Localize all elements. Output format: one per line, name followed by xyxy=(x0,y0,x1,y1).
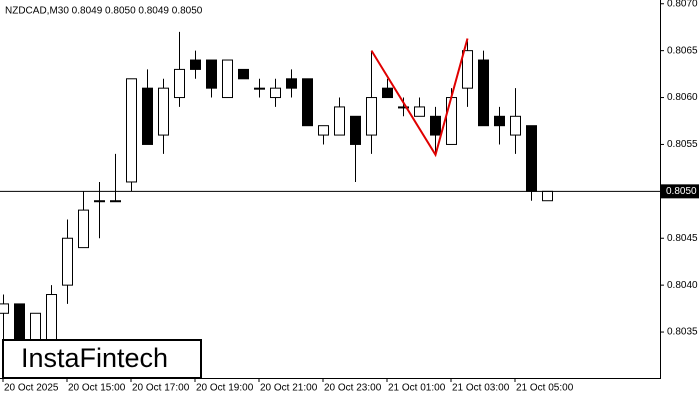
candle-body xyxy=(254,87,265,90)
pattern-line xyxy=(370,38,469,158)
candle-body xyxy=(78,209,89,249)
x-tick-label: 21 Oct 01:00 xyxy=(388,383,446,394)
candle-body xyxy=(398,106,409,109)
candle-body xyxy=(526,125,537,192)
candle-body xyxy=(382,87,393,99)
candle-body xyxy=(222,59,233,99)
candle-body xyxy=(430,115,441,136)
x-tick-label: 20 Oct 17:00 xyxy=(132,383,190,394)
y-tick-label: 0.8040 xyxy=(667,280,698,291)
y-tick-label: 0.8065 xyxy=(667,45,698,56)
x-tick-label: 20 Oct 19:00 xyxy=(196,383,254,394)
candle-body xyxy=(350,115,361,145)
x-tick-label: 21 Oct 05:00 xyxy=(516,383,574,394)
candle-body xyxy=(494,115,505,127)
candle-body xyxy=(126,78,137,183)
y-tick-label: 0.8070 xyxy=(667,0,698,9)
x-tick-label: 20 Oct 15:00 xyxy=(68,383,126,394)
x-tick-label: 20 Oct 23:00 xyxy=(324,383,382,394)
candle-body xyxy=(478,59,489,127)
candle-body xyxy=(158,87,169,136)
candle-body xyxy=(510,115,521,136)
candle-body xyxy=(366,97,377,136)
candle-body xyxy=(286,78,297,89)
x-tick-label: 20 Oct 2025 xyxy=(4,383,59,394)
candle-body xyxy=(462,50,473,89)
last-price-box xyxy=(661,184,699,199)
y-tick-label: 0.8055 xyxy=(667,139,698,150)
x-tick-label: 21 Oct 03:00 xyxy=(452,383,510,394)
last-price-label: 0.8050 xyxy=(666,186,697,197)
candle-body xyxy=(110,200,121,203)
chart-title: NZDCAD,M30 0.8049 0.8050 0.8049 0.8050 xyxy=(5,6,203,17)
candle-body xyxy=(190,59,201,70)
x-tick-label: 20 Oct 21:00 xyxy=(260,383,318,394)
candle-body xyxy=(0,303,9,314)
candle-body xyxy=(270,87,281,99)
candle-body xyxy=(62,237,73,286)
y-tick-label: 0.8035 xyxy=(667,327,698,338)
candle-body xyxy=(142,87,153,145)
candle-body xyxy=(94,200,105,203)
candle-body xyxy=(318,125,329,136)
candle-body xyxy=(46,294,57,342)
candle-body xyxy=(414,106,425,117)
candle-body xyxy=(174,68,185,99)
candle-body xyxy=(206,59,217,89)
candle-body xyxy=(542,190,553,202)
candle-body xyxy=(446,97,457,145)
y-tick-label: 0.8060 xyxy=(667,92,698,103)
candle-body xyxy=(238,68,249,80)
watermark: InstaFintech xyxy=(21,343,168,373)
candle-body xyxy=(334,106,345,136)
y-tick-label: 0.8045 xyxy=(667,233,698,244)
candle-body xyxy=(302,78,313,127)
watermark-box xyxy=(2,339,202,379)
